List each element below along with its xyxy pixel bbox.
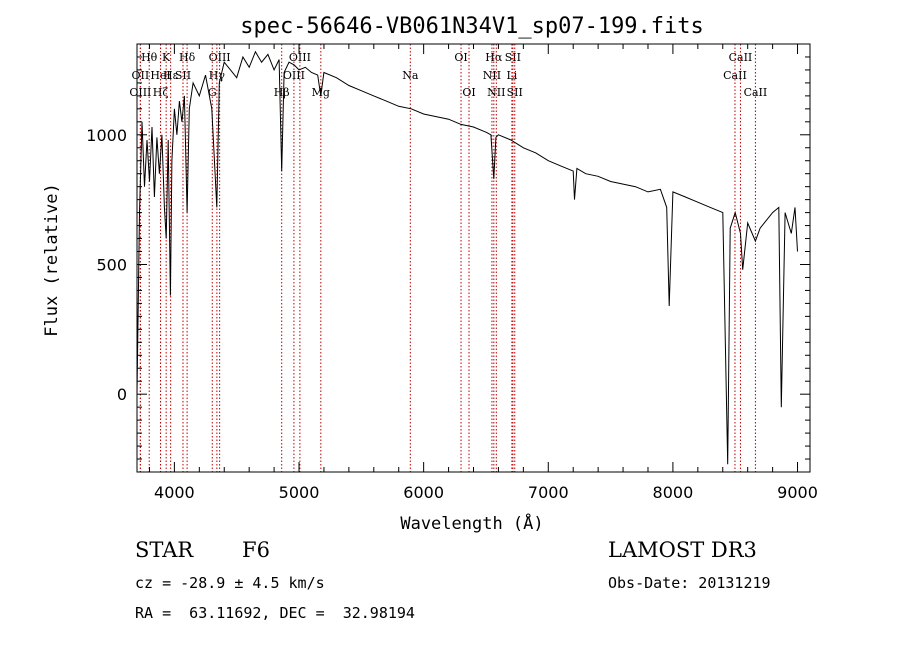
line-marker-label: Hγ xyxy=(209,69,226,82)
line-marker-label: Hδ xyxy=(179,51,196,64)
line-marker-label: OI xyxy=(462,86,475,99)
line-marker-label: NII xyxy=(483,69,501,82)
line-marker-label: Li xyxy=(506,69,517,82)
line-marker-label: OIII xyxy=(209,51,231,64)
x-tick-label: 9000 xyxy=(777,483,818,502)
x-axis-label: Wavelength (Å) xyxy=(400,512,543,534)
line-marker-label: G xyxy=(208,86,217,99)
line-marker-label: OI xyxy=(454,51,467,64)
line-marker-label: Hε xyxy=(163,69,179,82)
x-tick-label: 8000 xyxy=(653,483,694,502)
x-tick-label: 4000 xyxy=(154,483,195,502)
line-marker-label: CaII xyxy=(723,69,747,82)
line-marker-label: SII xyxy=(505,51,521,64)
x-tick-label: 6000 xyxy=(403,483,444,502)
coordinates: RA = 63.11692, DEC = 32.98194 xyxy=(135,604,415,622)
obs-date: Obs-Date: 20131219 xyxy=(608,574,771,592)
y-tick-label: 0 xyxy=(117,385,127,404)
spectrum-line xyxy=(136,50,798,465)
line-marker-label: OIII xyxy=(129,86,151,99)
line-marker-label: Hζ xyxy=(153,86,169,99)
line-marker-label: Hα xyxy=(485,51,503,64)
chart-title: spec-56646-VB061N34V1_sp07-199.fits xyxy=(240,14,704,39)
y-axis-label: Flux (relative) xyxy=(42,183,62,337)
line-marker-label: SII xyxy=(175,69,191,82)
y-tick-label: 1000 xyxy=(86,126,127,145)
x-tick-label: 7000 xyxy=(528,483,569,502)
line-marker-label: CaII xyxy=(744,86,768,99)
line-marker-label: Hβ xyxy=(274,86,290,99)
line-marker-label: OIII xyxy=(289,51,311,64)
line-marker-label: K xyxy=(162,51,171,64)
line-marker-label: NII xyxy=(487,86,505,99)
line-marker-label: CaII xyxy=(729,51,753,64)
line-marker-label: OIII xyxy=(283,69,305,82)
redshift-readout: cz = -28.9 ± 4.5 km/s xyxy=(135,574,325,592)
object-class: STAR xyxy=(135,538,194,562)
line-marker-label: Hθ xyxy=(141,51,158,64)
axis-ticks: 4000 5000 6000 7000 8000 9000 0 500 1000 xyxy=(86,43,818,502)
object-subclass: F6 xyxy=(242,538,270,562)
line-marker-label: Na xyxy=(402,69,419,82)
plot-frame xyxy=(136,43,811,473)
y-tick-label: 500 xyxy=(96,255,127,274)
line-marker-label: SII xyxy=(507,86,523,99)
x-tick-label: 5000 xyxy=(279,483,320,502)
spectrum-chart: spec-56646-VB061N34V1_sp07-199.fits Hθ OI… xyxy=(42,14,818,534)
survey-name: LAMOST DR3 xyxy=(608,538,757,562)
